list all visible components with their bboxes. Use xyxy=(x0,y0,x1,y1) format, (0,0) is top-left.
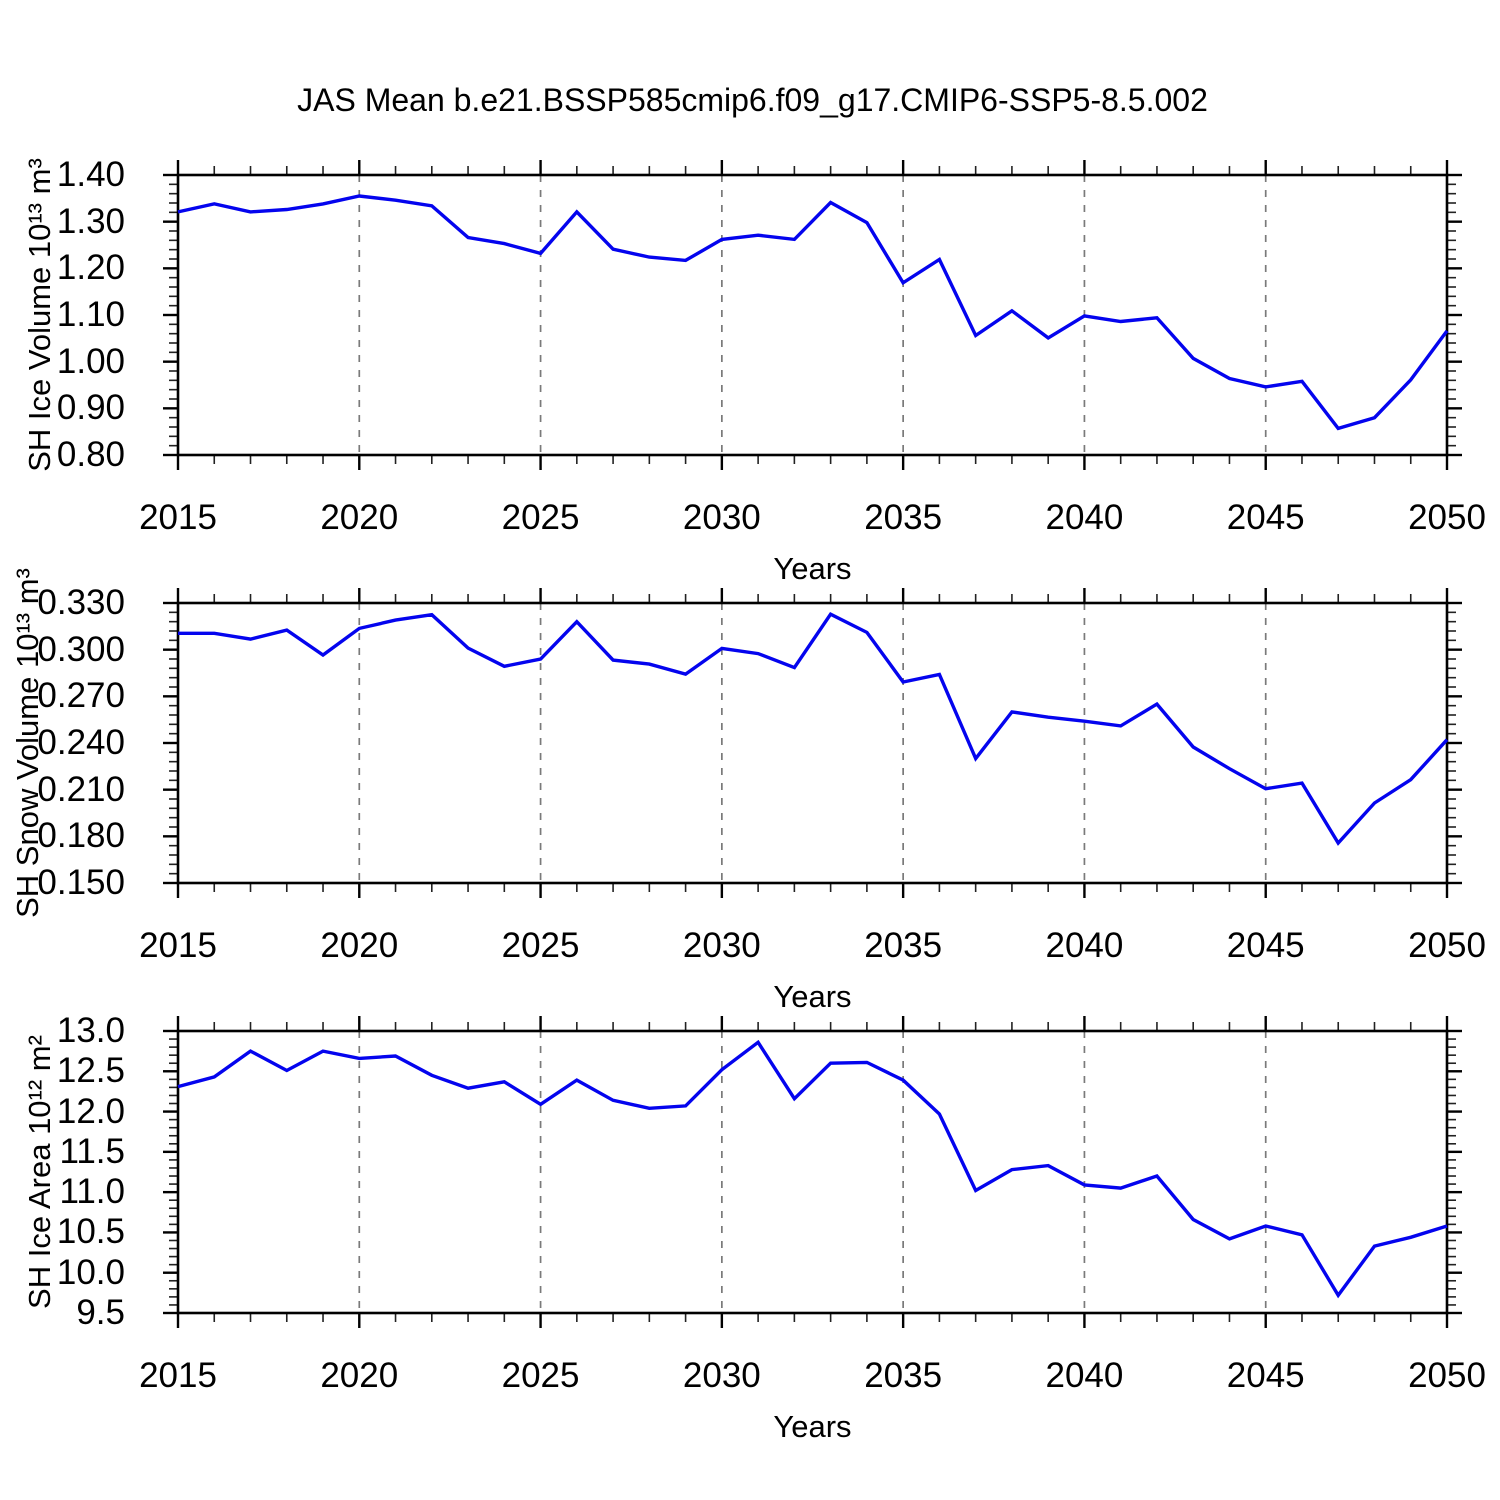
x-axis-title-years-panel1: Years xyxy=(773,551,852,586)
panel-3 xyxy=(163,1016,1462,1328)
y-tick-label: 0.90 xyxy=(56,388,125,428)
y-tick-label: 0.180 xyxy=(37,816,125,856)
plot-frame xyxy=(176,1029,1449,1315)
plot-frame xyxy=(176,601,1449,885)
data-line xyxy=(178,612,1449,846)
data-line xyxy=(177,194,1449,431)
x-tick-label: 2035 xyxy=(864,498,943,537)
x-tick-label: 2015 xyxy=(139,926,217,965)
x-tick-label: 2035 xyxy=(864,926,943,965)
x-tick-label: 2015 xyxy=(139,498,217,537)
y-tick-label: 13.0 xyxy=(56,1011,125,1050)
x-tick-label: 2040 xyxy=(1045,498,1124,537)
x-tick-label: 2045 xyxy=(1226,498,1305,537)
y-tick-label: 0.300 xyxy=(37,629,125,669)
plot-frame xyxy=(176,173,1449,457)
x-tick-label: 2040 xyxy=(1045,926,1124,965)
y-tick-label: 10.5 xyxy=(56,1212,125,1252)
y-tick-label: 0.240 xyxy=(37,723,125,762)
x-tick-label: 2045 xyxy=(1226,926,1305,965)
y-tick-label: 0.150 xyxy=(37,863,125,902)
y-tick-label: 11.0 xyxy=(59,1172,125,1212)
y-tick-label: 12.0 xyxy=(56,1091,125,1131)
x-axis-title-years-panel2: Years xyxy=(773,979,852,1014)
y-tick-label: 0.210 xyxy=(37,769,125,809)
x-tick-label: 2045 xyxy=(1226,1356,1305,1395)
x-tick-label: 2030 xyxy=(682,498,761,537)
y-tick-label: 0.330 xyxy=(37,583,125,622)
data-line xyxy=(177,1039,1448,1299)
x-tick-label: 2050 xyxy=(1408,926,1486,965)
y-tick-label: 11.5 xyxy=(59,1131,125,1171)
y-tick-label: 12.5 xyxy=(56,1051,125,1091)
y-tick-label: 10.0 xyxy=(56,1252,125,1292)
x-tick-label: 2035 xyxy=(864,1356,943,1395)
y-tick-label: 1.30 xyxy=(56,201,125,241)
y-tick-label: 9.5 xyxy=(76,1293,125,1332)
panel-1 xyxy=(163,160,1462,470)
y-tick-label: 1.40 xyxy=(56,155,125,194)
x-tick-label: 2025 xyxy=(501,498,580,537)
x-tick-label: 2020 xyxy=(320,926,399,965)
x-tick-label: 2025 xyxy=(501,1356,580,1395)
x-tick-label: 2050 xyxy=(1408,498,1486,537)
x-tick-label: 2015 xyxy=(139,1356,217,1395)
x-tick-label: 2050 xyxy=(1408,1356,1486,1395)
y-tick-label: 1.10 xyxy=(56,295,125,334)
x-tick-label: 2025 xyxy=(501,926,580,965)
y-tick-label: 1.00 xyxy=(56,341,125,381)
x-axis-title-years-panel3: Years xyxy=(773,1409,852,1444)
y-tick-label: 0.80 xyxy=(56,435,125,474)
x-tick-label: 2030 xyxy=(682,1356,761,1395)
y-tick-label: 1.20 xyxy=(56,248,125,288)
x-tick-label: 2030 xyxy=(682,926,761,965)
x-tick-label: 2040 xyxy=(1045,1356,1124,1395)
panel-2 xyxy=(163,588,1462,898)
y-tick-label: 0.270 xyxy=(37,676,125,716)
x-tick-label: 2020 xyxy=(320,498,399,537)
figure-title: JAS Mean b.e21.BSSP585cmip6.f09_g17.CMIP… xyxy=(297,82,1208,118)
x-tick-label: 2020 xyxy=(320,1356,399,1395)
